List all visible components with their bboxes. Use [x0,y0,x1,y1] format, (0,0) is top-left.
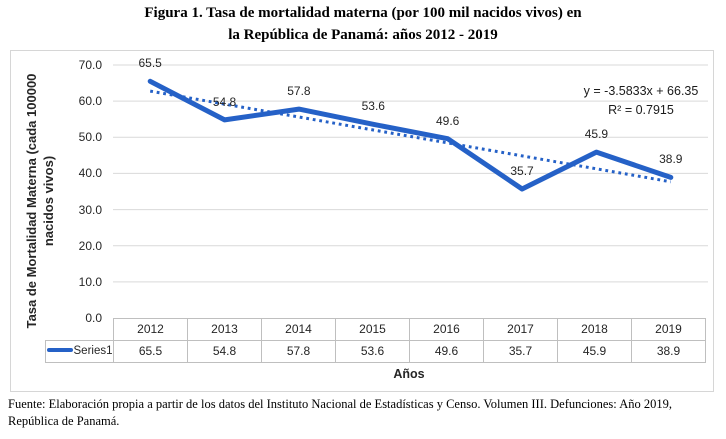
data-label: 65.5 [138,56,162,71]
legend-series-label: Series1 [73,345,113,357]
x-axis-title: Años [393,367,425,381]
year-header-cell: 2019 [631,318,706,341]
year-header-cell: 2014 [261,318,336,341]
trendline-equation: y = -3.5833x + 66.35 R² = 0.7915 [461,82,726,120]
trendline [149,89,672,184]
data-label: 57.8 [287,84,311,99]
data-label: 45.9 [584,127,609,142]
y-tick-label: 20.0 [78,238,102,253]
value-cell: 38.9 [631,340,706,363]
trendline-equation-line: y = -3.5833x + 66.35 [583,84,699,98]
table-corner-cell [46,319,114,341]
data-label: 53.6 [361,99,385,114]
series1-line [147,78,674,192]
y-tick-label: 30.0 [78,202,102,217]
y-tick-label: 40.0 [78,166,102,181]
chart-area: Tasa de Mortalidad Materna (cada 100000 … [10,50,714,392]
year-header-cell: 2017 [483,318,558,341]
data-table: 2012 2013 2014 2015 2016 2017 2018 2019 Series1… [45,318,706,363]
figure-title-line2: la República de Panamá: años 2012 - 2019 [228,27,498,43]
data-label: 35.7 [510,163,534,178]
value-cell: 35.7 [483,340,558,363]
y-tick-label: 60.0 [78,94,102,109]
value-cell: 53.6 [335,340,410,363]
trendline-r-squared: R² = 0.7915 [608,103,674,117]
value-cell: 57.8 [261,340,336,363]
year-header-cell: 2018 [557,318,632,341]
year-header-cell: 2012 [113,318,188,341]
value-cell: 54.8 [187,340,262,363]
source-note: Fuente: Elaboración propia a partir de l… [8,397,672,428]
data-label: 54.8 [212,94,237,109]
table-series-row: Series1 65.5 54.8 57.8 53.6 49.6 35.7 45.9 38.9 [45,340,706,363]
value-cell: 45.9 [557,340,632,363]
value-cell: 65.5 [113,340,188,363]
year-header-cell: 2015 [335,318,410,341]
legend-line-marker-icon [46,347,73,352]
data-label: 38.9 [659,152,683,167]
figure-title-line1: Figura 1. Tasa de mortalidad materna (po… [144,5,582,21]
y-tick-label: 70.0 [78,58,102,72]
y-tick-label: 10.0 [78,274,102,289]
data-label: 49.6 [436,113,460,128]
table-header-row: 2012 2013 2014 2015 2016 2017 2018 2019 [46,318,706,341]
y-tick-label: 0.0 [85,311,102,325]
y-axis-title-line1: Tasa de Mortalidad Materna (cada 100000 [24,73,39,329]
y-tick-label: 50.0 [78,130,102,145]
value-cell: 49.6 [409,340,484,363]
chart-plot-svg [113,64,708,283]
year-header-cell: 2016 [409,318,484,341]
year-header-cell: 2013 [187,318,262,341]
legend-cell: Series1 [45,340,114,363]
